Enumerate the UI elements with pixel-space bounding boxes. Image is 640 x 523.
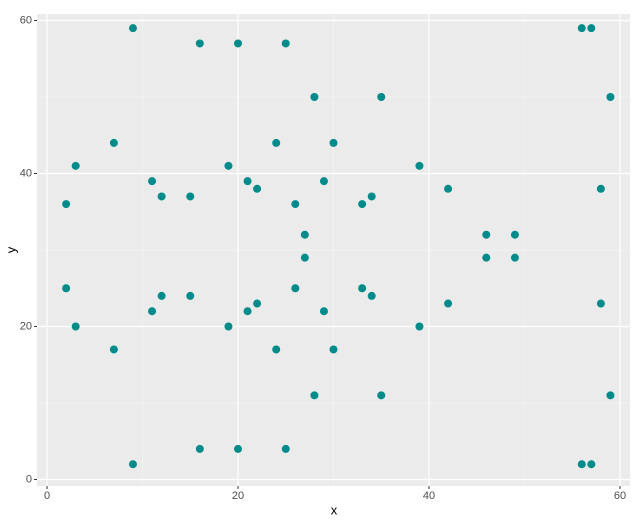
y-tick-label: 60: [20, 14, 32, 26]
point: [281, 444, 290, 453]
point: [510, 253, 519, 262]
point: [319, 307, 328, 316]
point: [319, 177, 328, 186]
point: [195, 444, 204, 453]
point: [291, 284, 300, 293]
y-tick-label: 40: [20, 167, 32, 179]
point: [109, 345, 118, 354]
point: [157, 291, 166, 300]
y-tick-label: 20: [20, 320, 32, 332]
point: [243, 177, 252, 186]
point: [148, 307, 157, 316]
y-axis-title: y: [3, 246, 18, 253]
point: [377, 391, 386, 400]
point: [62, 200, 71, 209]
point: [329, 138, 338, 147]
point: [358, 284, 367, 293]
point: [272, 345, 281, 354]
point: [606, 391, 615, 400]
point: [186, 192, 195, 201]
point: [281, 39, 290, 48]
point: [148, 177, 157, 186]
point: [415, 161, 424, 170]
point: [272, 138, 281, 147]
point: [577, 24, 586, 33]
point: [253, 299, 262, 308]
point: [367, 192, 376, 201]
point: [596, 184, 605, 193]
point: [482, 253, 491, 262]
x-tick-label: 20: [232, 490, 244, 502]
point: [415, 322, 424, 331]
x-tick-label: 60: [614, 490, 626, 502]
point: [62, 284, 71, 293]
point: [128, 24, 137, 33]
point: [606, 93, 615, 102]
point: [444, 299, 453, 308]
point: [195, 39, 204, 48]
point: [224, 161, 233, 170]
point: [482, 230, 491, 239]
y-tick-label: 0: [26, 473, 32, 485]
point: [300, 253, 309, 262]
point: [300, 230, 309, 239]
point: [157, 192, 166, 201]
point: [128, 460, 137, 469]
point: [243, 307, 252, 316]
point: [444, 184, 453, 193]
point: [234, 39, 243, 48]
point: [510, 230, 519, 239]
point: [577, 460, 586, 469]
point: [358, 200, 367, 209]
x-tick-label: 40: [423, 490, 435, 502]
point: [377, 93, 386, 102]
point: [71, 161, 80, 170]
point: [596, 299, 605, 308]
point: [587, 460, 596, 469]
point: [71, 322, 80, 331]
point: [367, 291, 376, 300]
point: [587, 24, 596, 33]
point: [329, 345, 338, 354]
x-axis-title: x: [331, 502, 338, 517]
point: [253, 184, 262, 193]
point: [310, 93, 319, 102]
point: [109, 138, 118, 147]
x-tick-label: 0: [44, 490, 50, 502]
point: [291, 200, 300, 209]
point: [234, 444, 243, 453]
point: [310, 391, 319, 400]
point: [186, 291, 195, 300]
point: [224, 322, 233, 331]
